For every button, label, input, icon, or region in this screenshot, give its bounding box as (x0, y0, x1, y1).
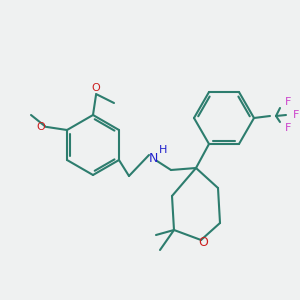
Text: O: O (198, 236, 208, 248)
Text: N: N (148, 152, 158, 164)
Text: O: O (92, 83, 100, 93)
Text: F: F (285, 97, 291, 107)
Text: H: H (159, 145, 167, 155)
Text: O: O (36, 122, 45, 132)
Text: F: F (293, 110, 299, 120)
Text: F: F (285, 123, 291, 133)
